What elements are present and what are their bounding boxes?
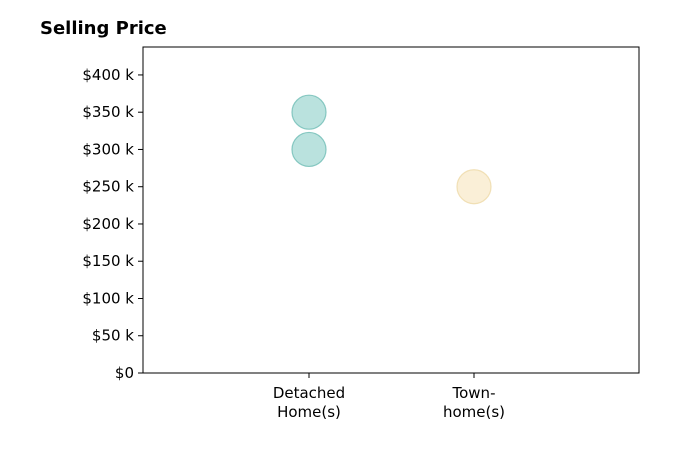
data-points <box>291 94 492 205</box>
y-tick-label: $300 k <box>82 140 134 158</box>
y-tick-label: $50 k <box>92 327 134 345</box>
y-tick-label: $250 k <box>82 178 134 196</box>
y-tick-label: $0 <box>115 364 134 382</box>
data-point <box>456 169 492 205</box>
data-point <box>291 131 327 168</box>
y-tick-label: $350 k <box>82 103 134 121</box>
y-axis: $0 $50 k $100 k $150 k $200 k $250 k $300 k $35… <box>82 66 143 382</box>
y-tick-label: $100 k <box>82 289 134 307</box>
x-category-label: Detached <box>273 384 345 402</box>
y-tick-label: $200 k <box>82 215 134 233</box>
chart-title: Selling Price <box>40 18 167 39</box>
y-tick-label: $150 k <box>82 252 134 270</box>
y-tick-label: $400 k <box>82 66 134 84</box>
x-category-label: Town- <box>452 384 496 402</box>
data-point <box>291 94 327 130</box>
plot-frame <box>142 46 640 374</box>
x-category-label: Home(s) <box>277 403 341 421</box>
x-category-label: home(s) <box>443 403 505 421</box>
